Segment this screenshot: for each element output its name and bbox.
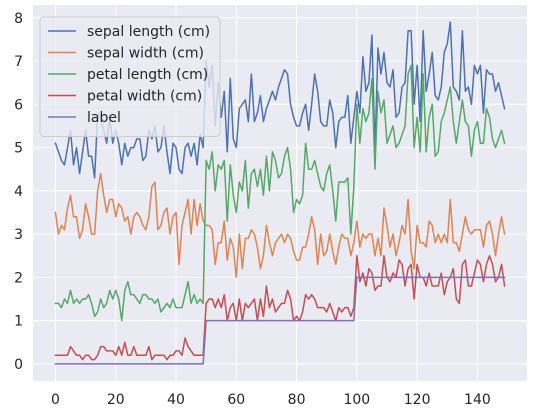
legend-label: petal length (cm) xyxy=(87,67,208,83)
y-tick-label: 1 xyxy=(14,314,23,330)
legend-label: sepal width (cm) xyxy=(87,46,204,62)
x-tick-label: 60 xyxy=(227,392,245,408)
y-axis-ticks: 0 1 2 3 4 5 6 7 8 xyxy=(14,11,23,373)
series-line-sepal-length-cm xyxy=(54,21,506,179)
x-tick-label: 40 xyxy=(167,392,185,408)
legend-label: sepal length (cm) xyxy=(87,24,210,40)
series-line-petal-length-cm xyxy=(54,64,506,322)
series-line-sepal-width-cm xyxy=(54,172,506,279)
y-tick-label: 6 xyxy=(14,97,23,113)
y-tick-label: 2 xyxy=(14,270,23,286)
x-tick-label: 120 xyxy=(404,392,431,408)
x-tick-label: 20 xyxy=(107,392,125,408)
series-lines xyxy=(54,21,506,365)
series-line-label xyxy=(54,276,506,365)
x-tick-label: 100 xyxy=(343,392,370,408)
x-axis-ticks: 0 20 40 60 80 100 120 140 xyxy=(51,392,491,408)
y-tick-label: 7 xyxy=(14,54,23,70)
y-tick-label: 5 xyxy=(14,141,23,157)
y-tick-label: 0 xyxy=(14,357,23,373)
y-tick-label: 3 xyxy=(14,227,23,243)
y-tick-label: 4 xyxy=(14,184,23,200)
x-tick-label: 80 xyxy=(288,392,306,408)
legend-box xyxy=(39,16,221,137)
series-line-petal-width-cm xyxy=(54,254,506,361)
legend-label: label xyxy=(87,110,121,126)
x-tick-label: 0 xyxy=(51,392,60,408)
x-tick-label: 140 xyxy=(464,392,491,408)
legend-label: petal width (cm) xyxy=(87,89,202,105)
legend: sepal length (cm) sepal width (cm) petal l… xyxy=(39,16,221,137)
y-tick-label: 8 xyxy=(14,11,23,27)
